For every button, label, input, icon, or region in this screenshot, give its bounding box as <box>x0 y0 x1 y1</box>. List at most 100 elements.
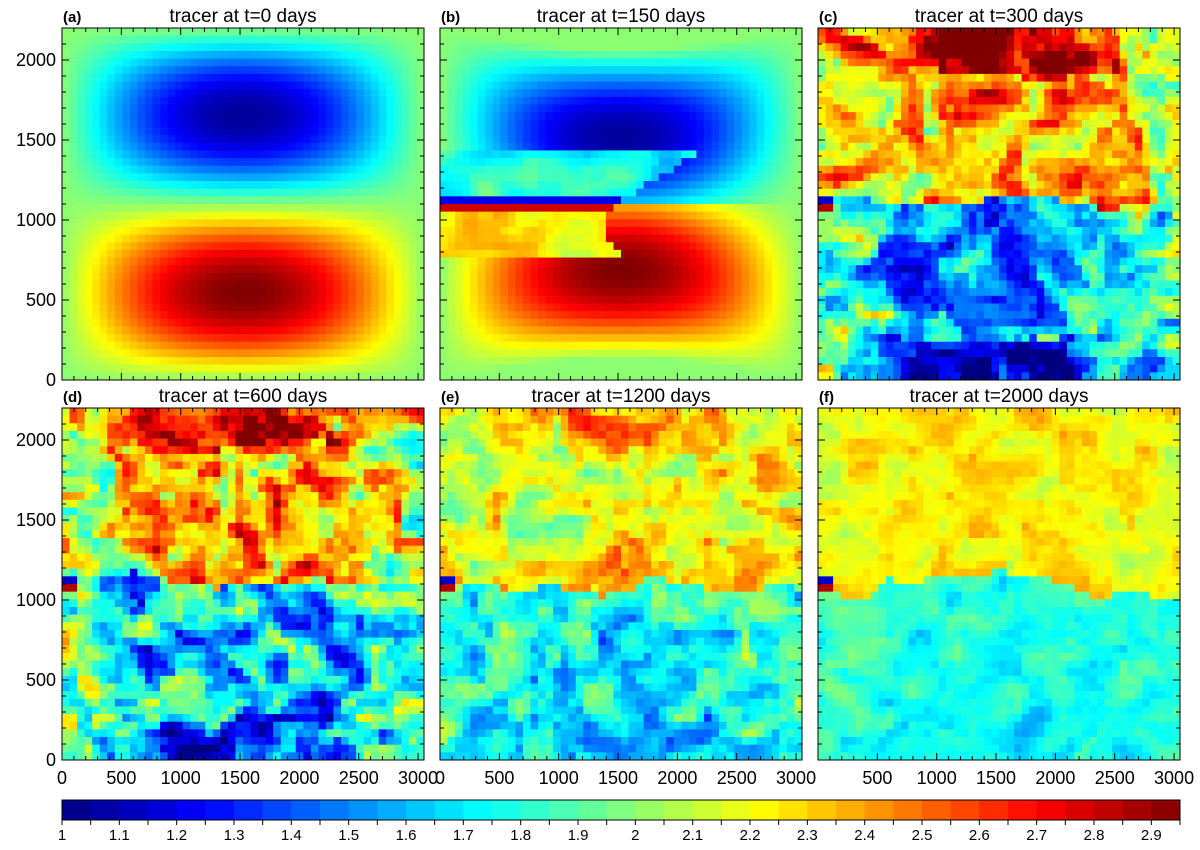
heatmap-cell <box>568 280 577 289</box>
heatmap-cell <box>1074 50 1083 60</box>
heatmap-cell <box>393 112 402 121</box>
heatmap-cell <box>666 303 675 312</box>
heatmap-cell <box>545 81 554 90</box>
heatmap-cell <box>371 50 380 60</box>
heatmap-cell <box>175 280 184 289</box>
heatmap-cell <box>764 158 773 167</box>
heatmap-cell <box>560 318 569 328</box>
heatmap-cell <box>318 234 327 243</box>
heatmap-cell <box>447 265 456 274</box>
heatmap-cell <box>477 165 486 174</box>
heatmap-cell <box>530 226 539 236</box>
heatmap-cell <box>628 96 637 106</box>
heatmap-cell <box>265 188 274 197</box>
heatmap-cell <box>401 58 410 67</box>
heatmap-cell <box>538 119 547 129</box>
heatmap-cell <box>137 66 146 75</box>
heatmap-cell <box>786 112 796 121</box>
heatmap-cell <box>598 341 607 350</box>
heatmap-cell <box>741 142 750 152</box>
heatmap-cell <box>325 211 335 220</box>
heatmap-cell <box>250 35 259 44</box>
heatmap-cell <box>265 234 274 243</box>
heatmap-cell <box>1006 28 1015 37</box>
heatmap-cell <box>741 295 750 305</box>
heatmap-cell <box>273 150 282 159</box>
heatmap-cell <box>144 89 154 98</box>
heatmap-cell <box>416 265 424 274</box>
heatmap-cell <box>726 364 735 373</box>
heatmap-cell <box>651 226 660 236</box>
heatmap-cell <box>84 173 93 182</box>
heatmap-cell <box>976 35 985 44</box>
heatmap-cell <box>515 127 524 136</box>
heatmap-cell <box>477 204 486 213</box>
heatmap-cell <box>455 73 464 83</box>
heatmap-cell <box>726 73 735 83</box>
heatmap-cell <box>84 89 93 98</box>
heatmap-cell <box>273 357 282 366</box>
heatmap-cell <box>220 234 229 243</box>
heatmap-cell <box>711 181 720 190</box>
heatmap-cell <box>711 288 720 297</box>
heatmap-cell <box>568 295 577 305</box>
heatmap-cell <box>923 58 932 67</box>
heatmap-cell <box>182 28 191 37</box>
heatmap-cell <box>197 28 206 37</box>
heatmap-cell <box>833 28 842 37</box>
heatmap-cell <box>84 58 93 67</box>
heatmap-cell <box>598 211 607 220</box>
heatmap-cell <box>719 234 728 243</box>
heatmap-cell <box>1021 28 1030 37</box>
heatmap-cell <box>786 150 796 159</box>
heatmap-cell <box>688 119 698 129</box>
heatmap-cell <box>719 219 728 228</box>
heatmap-cell <box>651 66 660 75</box>
heatmap-cell <box>848 58 857 67</box>
heatmap-cell <box>152 196 161 205</box>
heatmap-cell <box>462 50 471 60</box>
heatmap-cell <box>197 43 206 52</box>
heatmap-cell <box>840 28 849 37</box>
heatmap-cell <box>205 249 214 259</box>
heatmap-cell <box>440 334 449 343</box>
heatmap-cell <box>182 35 191 44</box>
heatmap-cell <box>318 372 327 380</box>
heatmap-cell <box>258 234 267 243</box>
heatmap-cell <box>530 349 539 358</box>
heatmap-cell <box>227 303 237 312</box>
heatmap-cell <box>560 272 569 282</box>
heatmap-cell <box>492 81 501 90</box>
heatmap-cell <box>408 43 418 52</box>
heatmap-cell <box>333 265 342 274</box>
heatmap-cell <box>756 211 765 220</box>
heatmap-cell <box>1081 58 1091 67</box>
heatmap-cell <box>1036 43 1045 52</box>
heatmap-cell <box>182 142 191 152</box>
heatmap-cell <box>560 280 569 289</box>
heatmap-cell <box>794 242 802 251</box>
heatmap-cell <box>749 112 758 121</box>
heatmap-cell <box>318 58 327 67</box>
heatmap-cell <box>681 257 690 266</box>
heatmap-cell <box>605 311 615 320</box>
heatmap-cell <box>560 341 569 350</box>
heatmap-cell <box>583 303 592 312</box>
heatmap-cell <box>666 257 675 266</box>
heatmap-cell <box>855 81 864 90</box>
heatmap-cell <box>295 165 304 174</box>
heatmap-cell <box>605 188 615 197</box>
heatmap-cell <box>303 303 312 312</box>
heatmap-cell <box>227 196 237 205</box>
heatmap-cell <box>92 73 101 83</box>
heatmap-cell <box>462 73 471 83</box>
heatmap-cell <box>643 188 652 197</box>
heatmap-cell <box>129 211 139 220</box>
heatmap-cell <box>356 249 365 259</box>
heatmap-cell <box>538 226 547 236</box>
heatmap-cell <box>363 173 372 182</box>
heatmap-cell <box>598 280 607 289</box>
heatmap-cell <box>825 43 834 52</box>
heatmap-cell <box>129 311 139 320</box>
heatmap-cell <box>1149 58 1158 67</box>
